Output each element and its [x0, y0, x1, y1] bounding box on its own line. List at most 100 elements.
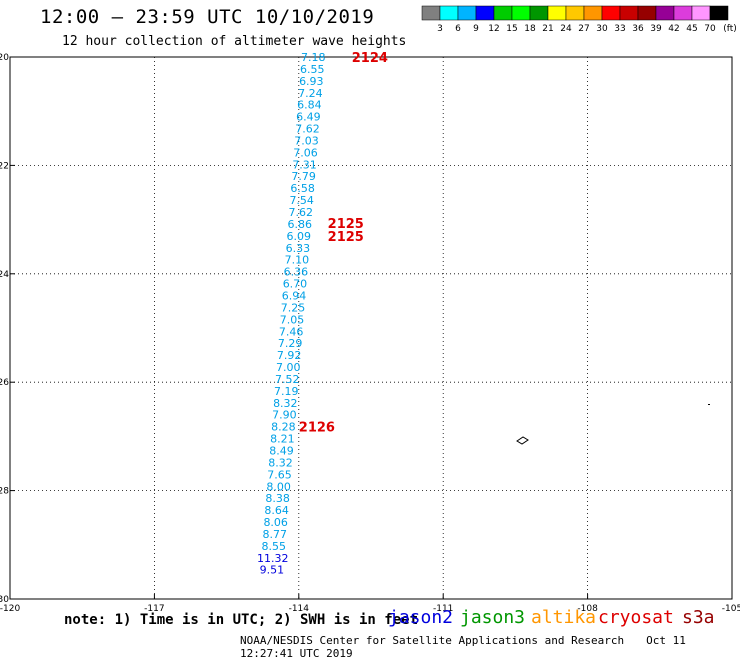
legend-label: 21 — [542, 24, 553, 34]
footer-credit-text: NOAA/NESDIS Center for Satellite Applica… — [240, 634, 625, 647]
legend-unit: (ft) — [723, 24, 737, 34]
y-tick-label: -24 — [0, 270, 9, 280]
footer-credit: NOAA/NESDIS Center for Satellite Applica… — [240, 634, 740, 660]
wave-height-value: 7.31 — [292, 158, 317, 171]
plot-frame — [9, 56, 733, 600]
pass-number-label: 2125 — [328, 217, 364, 232]
legend-swatch — [475, 5, 495, 21]
wave-height-value: 7.54 — [289, 194, 314, 207]
wave-height-value: 7.92 — [277, 349, 302, 362]
wave-height-value: 6.58 — [290, 182, 315, 195]
wave-height-value: 7.18 — [301, 51, 326, 64]
wave-height-value: 8.21 — [270, 433, 295, 446]
legend-swatch — [439, 5, 459, 21]
wave-height-value: 7.52 — [275, 373, 300, 386]
legend-swatch — [457, 5, 477, 21]
wave-height-value: 6.55 — [300, 63, 325, 76]
legend-swatch — [493, 5, 513, 21]
wave-height-value: 7.62 — [288, 206, 313, 219]
mission-altika-label: altika — [531, 607, 597, 628]
island-outline — [516, 436, 529, 445]
wave-height-value: 8.32 — [268, 456, 293, 469]
x-tick-label: -120 — [0, 604, 20, 614]
legend-label: 3 — [437, 24, 443, 34]
legend-label: 45 — [686, 24, 697, 34]
legend-swatch — [583, 5, 603, 21]
legend-label: 70 — [704, 24, 716, 34]
legend-label: 9 — [473, 24, 479, 34]
legend-swatch — [565, 5, 585, 21]
wave-height-value: 7.62 — [295, 123, 320, 136]
wave-height-value: 6.36 — [284, 266, 309, 279]
wave-height-value: 7.29 — [278, 337, 303, 350]
y-tick-label: -20 — [0, 53, 9, 63]
wave-height-value: 6.93 — [299, 75, 324, 88]
legend-label: 27 — [578, 24, 589, 34]
pass-number-label: 2126 — [299, 421, 335, 436]
y-tick-label: -22 — [0, 161, 9, 171]
wave-height-value: 8.32 — [273, 397, 298, 410]
legend-label: 6 — [455, 24, 461, 34]
wave-height-value: 7.79 — [291, 170, 316, 183]
x-tick-label: -111 — [433, 604, 453, 614]
wave-height-value: 6.84 — [297, 99, 322, 112]
wave-height-value: 6.86 — [288, 218, 313, 231]
wave-height-value: 6.70 — [283, 278, 308, 291]
x-tick-label: -117 — [144, 604, 164, 614]
legend-label: 39 — [650, 24, 662, 34]
chart-title: 12:00 – 23:59 UTC 10/10/2019 — [40, 6, 375, 28]
x-tick-label: -108 — [577, 604, 598, 614]
y-tick-label: -28 — [0, 487, 9, 497]
wave-height-value: 7.06 — [293, 146, 318, 159]
legend-label: 18 — [524, 24, 536, 34]
wave-height-value: 8.38 — [265, 492, 290, 505]
wave-height-value: 8.28 — [271, 421, 296, 434]
note-text: note: 1) Time is in UTC; 2) SWH is in fe… — [64, 612, 419, 628]
legend-swatch — [421, 5, 441, 21]
legend-label: 33 — [614, 24, 625, 34]
legend-swatch — [655, 5, 675, 21]
legend-label: 42 — [668, 24, 679, 34]
wave-height-value: 6.94 — [282, 289, 307, 302]
wave-height-value: 7.19 — [274, 385, 299, 398]
wave-height-value: 7.05 — [280, 313, 305, 326]
legend-swatch — [709, 5, 729, 21]
wave-height-value: 7.10 — [285, 254, 310, 267]
legend-label: 24 — [560, 24, 572, 34]
x-tick-label: -105 — [722, 604, 740, 614]
wave-height-value: 7.46 — [279, 325, 304, 338]
x-tick-label: -114 — [289, 604, 310, 614]
wave-height-value: 8.06 — [263, 516, 288, 529]
wave-height-value: 8.55 — [262, 540, 287, 553]
wave-height-value: 11.32 — [257, 552, 289, 565]
wave-height-value: 7.24 — [298, 87, 323, 100]
mission-jason2-label: jason2 — [388, 607, 454, 628]
legend-swatch — [547, 5, 567, 21]
legend-swatch — [619, 5, 639, 21]
y-tick-label: -30 — [0, 595, 9, 605]
legend-label: 15 — [506, 24, 517, 34]
wave-height-value: 7.03 — [294, 134, 319, 147]
wave-height-value: 6.49 — [296, 111, 321, 124]
legend-swatch — [637, 5, 657, 21]
wave-height-value: 6.33 — [286, 242, 311, 255]
pass-number-label: 2125 — [328, 230, 364, 245]
legend-swatch — [673, 5, 693, 21]
mission-cryosat-label: cryosat — [598, 607, 674, 628]
legend-swatch — [511, 5, 531, 21]
wave-height-value: 7.90 — [272, 409, 297, 422]
wave-height-value: 9.51 — [260, 564, 285, 577]
wave-height-value: 8.00 — [266, 480, 291, 493]
wave-height-value: 8.77 — [262, 528, 287, 541]
wave-height-value: 8.49 — [269, 444, 294, 457]
mission-s3a-label: s3a — [682, 607, 715, 628]
y-tick-label: -26 — [0, 378, 9, 388]
chart-subtitle: 12 hour collection of altimeter wave hei… — [62, 34, 407, 49]
pass-number-label: 2124 — [352, 51, 388, 66]
legend-swatch — [691, 5, 711, 21]
wave-height-value: 7.65 — [267, 468, 292, 481]
wave-height-value: 8.64 — [264, 504, 289, 517]
legend-label: 12 — [488, 24, 499, 34]
wave-height-value: 7.25 — [281, 301, 306, 314]
